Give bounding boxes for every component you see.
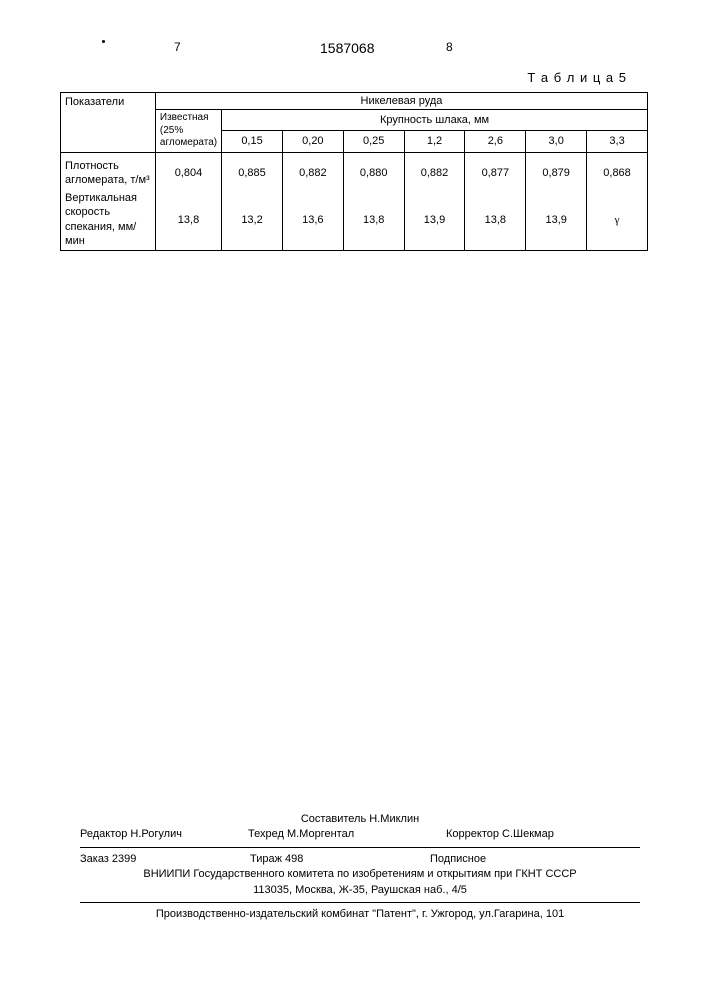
techred-name: М.Моргентал xyxy=(287,828,354,840)
cell-value: 13,8 xyxy=(465,189,526,251)
cell-value: 13,6 xyxy=(282,189,343,251)
cell-value: 13,9 xyxy=(526,189,587,251)
imprint-footer: Составитель Н.Миклин Редактор Н.Рогулич … xyxy=(80,812,640,922)
subscription-text: Подписное xyxy=(430,852,486,867)
table-row: Плотность агломерата, т/м³ 0,804 0,885 0… xyxy=(61,152,648,189)
col-header-val: 0,15 xyxy=(222,131,283,152)
editor-name: Н.Рогулич xyxy=(130,828,182,840)
credits-row: Редактор Н.Рогулич Техред М.Моргентал Ко… xyxy=(80,827,640,842)
print-run-value: 498 xyxy=(285,853,303,865)
order-block: Заказ 2399 xyxy=(80,852,250,867)
col-header-val: 0,20 xyxy=(282,131,343,152)
cell-value: 13,9 xyxy=(404,189,465,251)
col-header-val: 3,3 xyxy=(587,131,648,152)
cell-value: 13,8 xyxy=(343,189,404,251)
dot-mark xyxy=(102,40,105,43)
printer-line: Производственно-издательский комбинат "П… xyxy=(80,907,640,922)
data-table: Показатели Никелевая руда Известная (25%… xyxy=(60,92,648,251)
org-line-2: 113035, Москва, Ж-35, Раушская наб., 4/5 xyxy=(80,883,640,898)
corrector-block: Корректор С.Шекмар xyxy=(446,827,554,842)
techred-block: Техред М.Моргентал xyxy=(248,827,428,842)
table-caption: Т а б л и ц а 5 xyxy=(527,70,627,85)
sub-header-slag-size: Крупность шлака, мм xyxy=(222,110,648,131)
col-header-val: 3,0 xyxy=(526,131,587,152)
order-row: Заказ 2399 Тираж 498 Подписное xyxy=(80,852,640,867)
column-number-left: 7 xyxy=(174,40,181,54)
col-header-val: 0,25 xyxy=(343,131,404,152)
print-run-label: Тираж xyxy=(250,853,282,865)
divider xyxy=(80,902,640,903)
corrector-label: Корректор xyxy=(446,828,499,840)
compiler-line: Составитель Н.Миклин xyxy=(80,812,640,827)
cell-value: 0,868 xyxy=(587,152,648,189)
document-number: 1587068 xyxy=(320,40,375,56)
cell-known: 13,8 xyxy=(155,189,221,251)
order-label: Заказ xyxy=(80,853,109,865)
compiler-name: Н.Миклин xyxy=(369,813,419,825)
editor-block: Редактор Н.Рогулич xyxy=(80,827,230,842)
editor-label: Редактор xyxy=(80,828,127,840)
document-page: 7 1587068 8 Т а б л и ц а 5 Показатели Н… xyxy=(0,0,707,1000)
cell-value: 0,882 xyxy=(282,152,343,189)
col-header-val: 1,2 xyxy=(404,131,465,152)
order-number: 2399 xyxy=(112,853,136,865)
techred-label: Техред xyxy=(248,828,284,840)
row-label: Плотность агломерата, т/м³ xyxy=(61,152,156,189)
cell-known: 0,804 xyxy=(155,152,221,189)
col-header-known: Известная (25% агломерата) xyxy=(155,110,221,153)
org-line-1: ВНИИПИ Государственного комитета по изоб… xyxy=(80,867,640,882)
compiler-label: Составитель xyxy=(301,813,366,825)
table-row: Вертикальная скорость спекания, мм/мин 1… xyxy=(61,189,648,251)
cell-value: 0,880 xyxy=(343,152,404,189)
row-label: Вертикальная скорость спекания, мм/мин xyxy=(61,189,156,251)
col-header-indicators: Показатели xyxy=(61,93,156,153)
group-header-ore: Никелевая руда xyxy=(155,93,647,110)
cell-value: 13,2 xyxy=(222,189,283,251)
divider xyxy=(80,847,640,848)
cell-value: γ xyxy=(587,189,648,251)
cell-value: 0,877 xyxy=(465,152,526,189)
corrector-name: С.Шекмар xyxy=(502,828,554,840)
col-header-val: 2,6 xyxy=(465,131,526,152)
cell-value: 0,879 xyxy=(526,152,587,189)
table-header-row-1: Показатели Никелевая руда xyxy=(61,93,648,110)
column-number-right: 8 xyxy=(446,40,453,54)
cell-value: 0,882 xyxy=(404,152,465,189)
print-run-block: Тираж 498 xyxy=(250,852,430,867)
cell-value: 0,885 xyxy=(222,152,283,189)
